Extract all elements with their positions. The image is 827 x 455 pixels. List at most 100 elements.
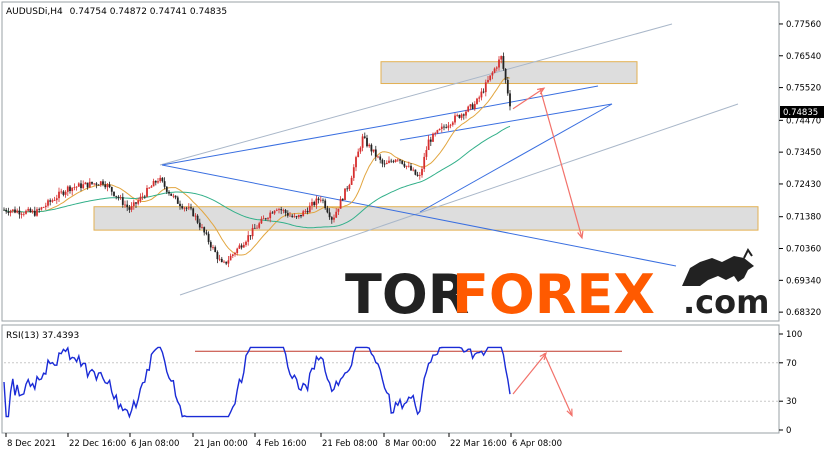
candle-body	[355, 157, 357, 168]
candle-body	[451, 122, 454, 125]
trendline	[161, 125, 383, 166]
candle-body	[308, 205, 311, 213]
candle-body	[379, 156, 382, 160]
candle-body	[93, 183, 96, 185]
candle-body	[412, 169, 415, 171]
candle-body	[179, 203, 181, 207]
candle-body	[9, 210, 12, 213]
candle-body	[234, 252, 236, 255]
candle-body	[22, 213, 25, 215]
candle-body	[484, 82, 487, 93]
candle-body	[326, 208, 329, 213]
candle-body	[14, 209, 16, 213]
candle-body	[108, 184, 111, 187]
candle-body	[47, 200, 49, 206]
candle-body	[88, 181, 91, 188]
rsi-line	[3, 346, 511, 419]
candle-body	[394, 159, 397, 162]
channel-line	[179, 103, 739, 296]
candle-body	[91, 181, 93, 184]
candle-body	[432, 133, 434, 142]
rsi-forecast-arrow-down-head	[566, 408, 573, 418]
candle-body	[295, 216, 298, 218]
candle-body	[143, 196, 146, 198]
candle-body	[38, 209, 41, 211]
candle-body	[495, 67, 498, 69]
candle-body	[249, 235, 252, 237]
candle-body	[110, 186, 113, 192]
ohlc-label: 0.74754 0.74872 0.74741 0.74835	[70, 7, 227, 17]
candle-body	[335, 211, 338, 218]
candle-body	[245, 241, 247, 245]
candle-body	[86, 182, 89, 188]
candle-body	[443, 126, 445, 128]
time-tick-label: 8 Dec 2021	[7, 439, 56, 449]
candle-body	[311, 202, 313, 206]
candle-body	[473, 103, 476, 109]
candle-body	[344, 188, 346, 200]
candle-body	[502, 56, 505, 69]
candle-body	[339, 198, 342, 209]
candle-body	[284, 210, 287, 213]
candle-body	[192, 208, 195, 217]
candle-body	[104, 184, 107, 188]
watermark-forex: FOREX	[452, 263, 655, 326]
candle-body	[346, 188, 349, 190]
trendline	[381, 85, 599, 127]
rsi-tick-label: 70	[786, 359, 797, 369]
price-tick-label: 0.71380	[786, 213, 821, 223]
candle-body	[113, 191, 115, 196]
candle-body	[11, 209, 14, 211]
candle-body	[368, 144, 371, 147]
candle-body	[482, 91, 485, 93]
candle-body	[478, 97, 481, 99]
candle-body	[504, 68, 507, 80]
candle-body	[282, 210, 285, 211]
candle-body	[383, 163, 386, 165]
candle-body	[491, 72, 494, 76]
candle-body	[60, 191, 63, 193]
candle-body	[176, 197, 179, 204]
candle-body	[372, 149, 375, 152]
candle-body	[421, 168, 423, 176]
candle-body	[460, 114, 463, 118]
candle-body	[286, 212, 289, 216]
price-tick-label: 0.69340	[786, 276, 821, 286]
candle-body	[33, 210, 36, 216]
candle-body	[273, 210, 276, 214]
candle-body	[128, 207, 131, 210]
candle-body	[427, 139, 430, 151]
candle-body	[207, 233, 210, 243]
rsi-forecast-arrow-down	[543, 352, 573, 416]
candle-body	[194, 215, 197, 217]
time-tick-label: 6 Apr 08:00	[512, 439, 562, 449]
candle-body	[317, 198, 320, 201]
candle-body	[418, 175, 421, 177]
candle-body	[416, 174, 419, 176]
candle-body	[328, 212, 331, 218]
candle-body	[185, 207, 188, 209]
candle-body	[467, 106, 470, 112]
candle-body	[229, 255, 232, 261]
candle-body	[29, 208, 32, 213]
candle-body	[187, 207, 190, 209]
candle-body	[3, 209, 5, 211]
price-tick-label: 0.70360	[786, 245, 821, 255]
candle-body	[53, 200, 56, 201]
rsi-forecast-arrow-up	[512, 352, 547, 395]
candle-body	[458, 114, 461, 118]
candle-body	[388, 160, 390, 163]
candle-body	[190, 207, 192, 209]
time-tick-label: 21 Jan 00:00	[194, 439, 248, 449]
candle-body	[465, 111, 467, 116]
candle-body	[447, 125, 450, 128]
candle-body	[106, 184, 109, 188]
candle-body	[201, 227, 203, 228]
candle-body	[271, 212, 274, 214]
candle-body	[82, 184, 85, 189]
candle-body	[165, 186, 168, 192]
symbol-header: AUDUSDi,H4 0.74754 0.74872 0.74741 0.748…	[6, 7, 227, 17]
candle-body	[330, 217, 333, 220]
candle-body	[341, 198, 344, 200]
